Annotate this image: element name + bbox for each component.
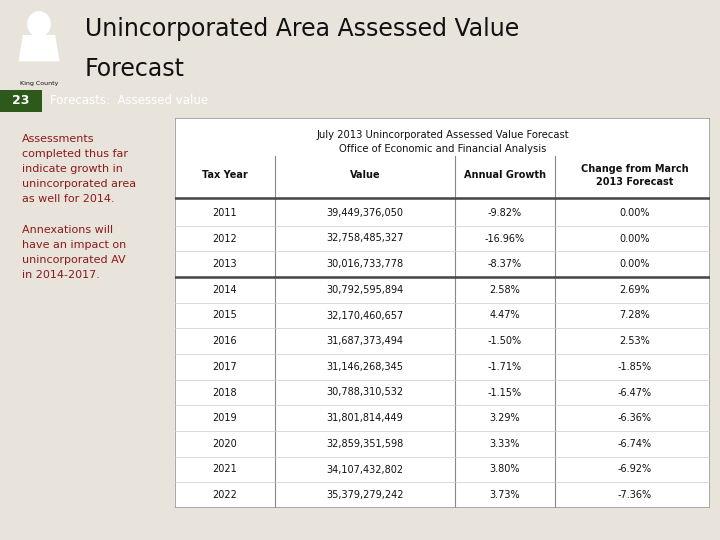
Text: 31,687,373,494: 31,687,373,494	[326, 336, 403, 346]
Text: 30,792,595,894: 30,792,595,894	[326, 285, 404, 295]
Text: -1.15%: -1.15%	[488, 388, 522, 397]
Text: 2014: 2014	[212, 285, 238, 295]
Text: -8.37%: -8.37%	[488, 259, 522, 269]
Text: Assessments
completed thus far
indicate growth in
unincorporated area
as well fo: Assessments completed thus far indicate …	[22, 133, 136, 280]
Text: 35,379,279,242: 35,379,279,242	[326, 490, 404, 500]
Text: 3.29%: 3.29%	[490, 413, 521, 423]
Text: Unincorporated Area Assessed Value: Unincorporated Area Assessed Value	[85, 17, 519, 41]
Text: 2019: 2019	[212, 413, 238, 423]
Text: -6.74%: -6.74%	[618, 439, 652, 449]
Bar	[0, 90, 42, 112]
Text: 2011: 2011	[212, 208, 238, 218]
Text: -1.50%: -1.50%	[488, 336, 522, 346]
Text: 3.33%: 3.33%	[490, 439, 521, 449]
Text: -9.82%: -9.82%	[488, 208, 522, 218]
Text: Forecasts:  Assessed value: Forecasts: Assessed value	[50, 94, 208, 107]
Text: 3.73%: 3.73%	[490, 490, 521, 500]
Text: 0.00%: 0.00%	[620, 233, 650, 244]
Text: Annual Growth: Annual Growth	[464, 171, 546, 180]
Text: 3.80%: 3.80%	[490, 464, 521, 475]
Text: 39,449,376,050: 39,449,376,050	[326, 208, 403, 218]
Text: 2020: 2020	[212, 439, 238, 449]
Text: 30,788,310,532: 30,788,310,532	[326, 388, 404, 397]
Text: 2013: 2013	[212, 259, 238, 269]
Text: 0.00%: 0.00%	[620, 208, 650, 218]
Text: -6.47%: -6.47%	[618, 388, 652, 397]
Text: 32,170,460,657: 32,170,460,657	[326, 310, 404, 321]
Text: -7.36%: -7.36%	[618, 490, 652, 500]
Text: 34,107,432,802: 34,107,432,802	[326, 464, 404, 475]
Text: 2018: 2018	[212, 388, 238, 397]
Text: July 2013 Unincorporated Assessed Value Forecast: July 2013 Unincorporated Assessed Value …	[316, 130, 569, 140]
Text: 32,758,485,327: 32,758,485,327	[326, 233, 404, 244]
Text: Change from March
2013 Forecast: Change from March 2013 Forecast	[581, 164, 689, 187]
Text: 4.47%: 4.47%	[490, 310, 521, 321]
Text: Value: Value	[350, 171, 380, 180]
Text: 2022: 2022	[212, 490, 238, 500]
Text: Tax Year: Tax Year	[202, 171, 248, 180]
Text: 23: 23	[12, 94, 30, 107]
Text: 2.69%: 2.69%	[620, 285, 650, 295]
Text: 2016: 2016	[212, 336, 238, 346]
Text: -1.85%: -1.85%	[618, 362, 652, 372]
Text: -6.92%: -6.92%	[618, 464, 652, 475]
Text: 2.58%: 2.58%	[490, 285, 521, 295]
Text: 7.28%: 7.28%	[620, 310, 650, 321]
Text: 2017: 2017	[212, 362, 238, 372]
Text: 2.53%: 2.53%	[620, 336, 650, 346]
Text: 31,146,268,345: 31,146,268,345	[326, 362, 403, 372]
Text: 32,859,351,598: 32,859,351,598	[326, 439, 404, 449]
Text: 2012: 2012	[212, 233, 238, 244]
Text: Forecast: Forecast	[85, 57, 185, 81]
Polygon shape	[19, 36, 59, 61]
Text: 31,801,814,449: 31,801,814,449	[327, 413, 403, 423]
Text: -6.36%: -6.36%	[618, 413, 652, 423]
Text: -1.71%: -1.71%	[488, 362, 522, 372]
Text: -16.96%: -16.96%	[485, 233, 525, 244]
Circle shape	[28, 12, 50, 36]
Text: King County: King County	[20, 81, 58, 86]
Text: 2015: 2015	[212, 310, 238, 321]
Text: 2021: 2021	[212, 464, 238, 475]
Text: Office of Economic and Financial Analysis: Office of Economic and Financial Analysi…	[339, 144, 546, 154]
Text: 30,016,733,778: 30,016,733,778	[326, 259, 404, 269]
Text: 0.00%: 0.00%	[620, 259, 650, 269]
